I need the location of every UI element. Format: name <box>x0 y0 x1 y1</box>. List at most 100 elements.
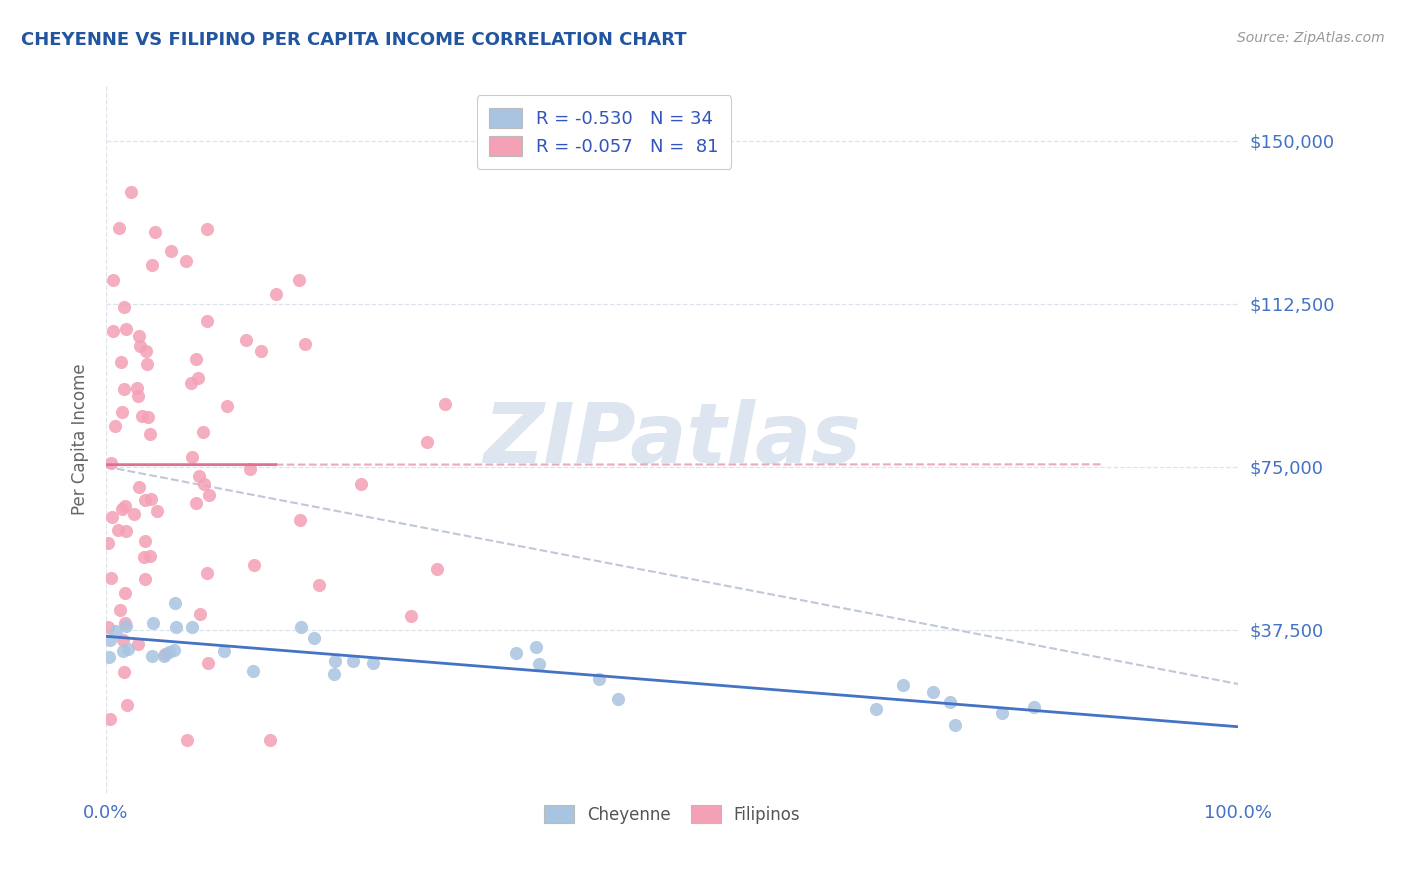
Point <box>108 221 131 235</box>
Point <box>146 504 169 518</box>
Point <box>141 259 163 273</box>
Point <box>195 222 218 236</box>
Point <box>184 351 207 366</box>
Point <box>163 642 186 657</box>
Point <box>127 637 149 651</box>
Point <box>176 733 198 747</box>
Point <box>131 409 153 424</box>
Point <box>139 427 162 442</box>
Point <box>527 657 550 671</box>
Point <box>249 344 271 359</box>
Point <box>304 631 326 645</box>
Point <box>198 488 221 502</box>
Point <box>153 648 176 663</box>
Point <box>112 633 135 648</box>
Point <box>100 571 122 585</box>
Point <box>294 337 316 351</box>
Point <box>342 655 364 669</box>
Point <box>266 286 288 301</box>
Point <box>114 619 136 633</box>
Point <box>259 733 281 747</box>
Point <box>921 685 943 699</box>
Point <box>308 578 330 592</box>
Point <box>104 624 127 638</box>
Point <box>135 343 157 358</box>
Point <box>399 609 422 624</box>
Point <box>434 397 457 411</box>
Point <box>180 450 202 465</box>
Point <box>212 643 235 657</box>
Point <box>115 524 138 538</box>
Point <box>361 656 384 670</box>
Point <box>101 509 124 524</box>
Point <box>134 549 156 564</box>
Point <box>139 491 162 506</box>
Point <box>191 425 214 440</box>
Point <box>943 717 966 731</box>
Point <box>142 616 165 631</box>
Y-axis label: Per Capita Income: Per Capita Income <box>72 364 89 516</box>
Point <box>97 620 120 634</box>
Point <box>98 632 121 647</box>
Point <box>186 496 208 510</box>
Point <box>141 649 163 664</box>
Point <box>97 535 120 549</box>
Point <box>607 691 630 706</box>
Point <box>128 339 150 353</box>
Point <box>97 649 120 664</box>
Point <box>115 322 138 336</box>
Point <box>165 620 187 634</box>
Legend: Cheyenne, Filipinos: Cheyenne, Filipinos <box>533 795 810 834</box>
Point <box>197 656 219 670</box>
Point <box>187 371 209 385</box>
Point <box>120 185 142 199</box>
Point <box>98 712 121 726</box>
Point <box>104 418 127 433</box>
Point <box>174 253 197 268</box>
Point <box>134 492 156 507</box>
Point <box>136 357 159 371</box>
Point <box>288 513 311 527</box>
Point <box>128 481 150 495</box>
Point <box>180 376 202 390</box>
Point <box>112 300 135 314</box>
Point <box>188 468 211 483</box>
Text: Source: ZipAtlas.com: Source: ZipAtlas.com <box>1237 31 1385 45</box>
Point <box>139 549 162 563</box>
Point <box>350 477 373 491</box>
Point <box>1024 700 1046 714</box>
Point <box>114 499 136 513</box>
Text: ZIPatlas: ZIPatlas <box>484 399 860 480</box>
Point <box>160 244 183 258</box>
Point <box>112 665 135 679</box>
Point <box>239 462 262 476</box>
Point <box>290 620 312 634</box>
Point <box>526 640 548 655</box>
Point <box>891 677 914 691</box>
Point <box>325 654 347 668</box>
Point <box>114 615 136 630</box>
Point <box>122 508 145 522</box>
Point <box>111 502 134 516</box>
Point <box>134 533 156 548</box>
Point <box>157 645 180 659</box>
Point <box>188 607 211 621</box>
Point <box>938 695 960 709</box>
Point <box>111 405 134 419</box>
Point <box>323 667 346 681</box>
Point <box>505 646 527 660</box>
Point <box>426 561 449 575</box>
Point <box>242 558 264 573</box>
Point <box>991 706 1014 720</box>
Point <box>415 434 437 449</box>
Point <box>165 596 187 610</box>
Point <box>136 409 159 424</box>
Text: CHEYENNE VS FILIPINO PER CAPITA INCOME CORRELATION CHART: CHEYENNE VS FILIPINO PER CAPITA INCOME C… <box>21 31 686 49</box>
Point <box>110 355 132 369</box>
Point <box>143 226 166 240</box>
Point <box>107 523 129 537</box>
Point <box>195 313 218 327</box>
Point <box>134 572 156 586</box>
Point <box>215 399 238 413</box>
Point <box>127 381 149 395</box>
